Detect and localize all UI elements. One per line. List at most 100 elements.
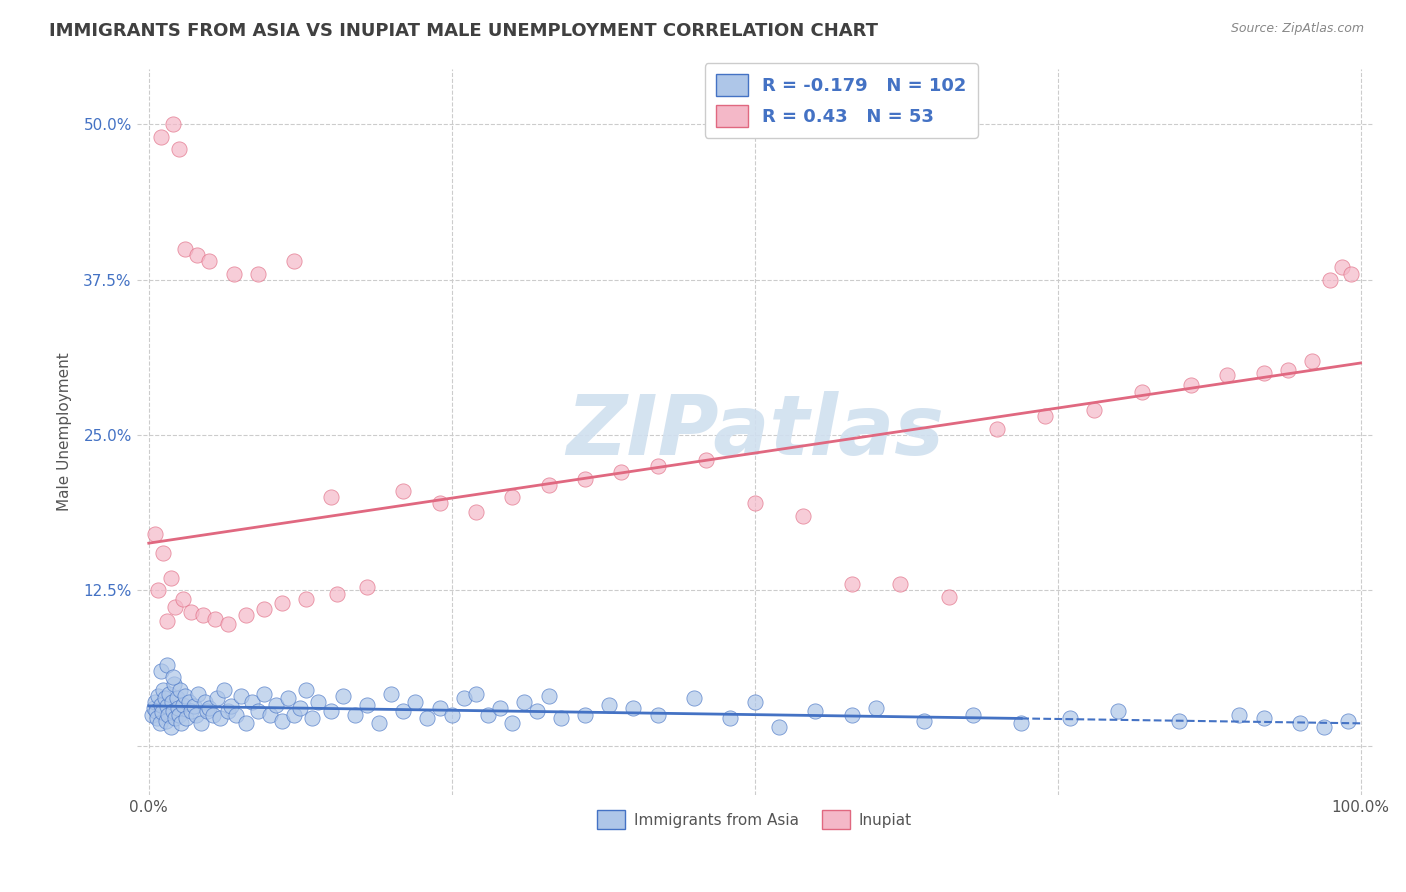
Point	[162, 670, 184, 684]
Point	[190, 716, 212, 731]
Point	[149, 716, 172, 731]
Point	[465, 686, 488, 700]
Point	[143, 695, 166, 709]
Point	[647, 707, 669, 722]
Point	[356, 580, 378, 594]
Point	[392, 704, 415, 718]
Point	[537, 689, 560, 703]
Point	[526, 704, 548, 718]
Point	[165, 711, 187, 725]
Point	[1340, 267, 1362, 281]
Point	[186, 248, 208, 262]
Point	[172, 592, 194, 607]
Point	[159, 720, 181, 734]
Point	[246, 267, 269, 281]
Point	[295, 592, 318, 607]
Point	[513, 695, 536, 709]
Point	[332, 689, 354, 703]
Point	[477, 707, 499, 722]
Point	[1059, 711, 1081, 725]
Point	[201, 707, 224, 722]
Point	[404, 695, 426, 709]
Point	[180, 605, 202, 619]
Point	[647, 459, 669, 474]
Point	[183, 698, 205, 713]
Point	[623, 701, 645, 715]
Point	[283, 707, 305, 722]
Point	[501, 716, 523, 731]
Point	[295, 682, 318, 697]
Point	[246, 704, 269, 718]
Point	[1277, 363, 1299, 377]
Point	[204, 612, 226, 626]
Point	[195, 704, 218, 718]
Point	[156, 615, 179, 629]
Point	[149, 664, 172, 678]
Point	[177, 695, 200, 709]
Point	[162, 117, 184, 131]
Point	[141, 707, 163, 722]
Point	[1216, 368, 1239, 383]
Point	[176, 711, 198, 725]
Point	[1132, 384, 1154, 399]
Point	[574, 471, 596, 485]
Text: Source: ZipAtlas.com: Source: ZipAtlas.com	[1230, 22, 1364, 36]
Point	[193, 608, 215, 623]
Point	[198, 254, 221, 268]
Point	[235, 716, 257, 731]
Point	[184, 707, 207, 722]
Point	[1180, 378, 1202, 392]
Point	[380, 686, 402, 700]
Point	[169, 682, 191, 697]
Point	[290, 701, 312, 715]
Point	[695, 453, 717, 467]
Point	[157, 686, 180, 700]
Point	[1253, 711, 1275, 725]
Point	[205, 691, 228, 706]
Text: ZIPatlas: ZIPatlas	[565, 392, 943, 473]
Point	[180, 704, 202, 718]
Point	[155, 714, 177, 728]
Point	[416, 711, 439, 725]
Point	[537, 477, 560, 491]
Point	[1331, 260, 1354, 275]
Point	[271, 714, 294, 728]
Point	[1301, 353, 1323, 368]
Point	[150, 705, 173, 719]
Point	[165, 599, 187, 614]
Point	[429, 496, 451, 510]
Point	[453, 691, 475, 706]
Point	[167, 707, 190, 722]
Point	[1313, 720, 1336, 734]
Point	[271, 596, 294, 610]
Point	[159, 571, 181, 585]
Point	[219, 698, 242, 713]
Point	[259, 707, 281, 722]
Point	[162, 704, 184, 718]
Point	[392, 483, 415, 498]
Point	[792, 508, 814, 523]
Point	[277, 691, 299, 706]
Point	[240, 695, 263, 709]
Point	[156, 657, 179, 672]
Point	[149, 129, 172, 144]
Point	[187, 686, 209, 700]
Point	[163, 676, 186, 690]
Point	[683, 691, 706, 706]
Point	[356, 698, 378, 712]
Point	[193, 695, 215, 709]
Point	[720, 711, 742, 725]
Point	[574, 707, 596, 722]
Point	[768, 720, 790, 734]
Point	[149, 698, 172, 712]
Point	[1083, 403, 1105, 417]
Point	[145, 704, 167, 718]
Point	[841, 577, 863, 591]
Point	[156, 698, 179, 713]
Point	[1010, 716, 1032, 731]
Point	[174, 689, 197, 703]
Point	[174, 242, 197, 256]
Point	[235, 608, 257, 623]
Point	[319, 490, 342, 504]
Point	[429, 701, 451, 715]
